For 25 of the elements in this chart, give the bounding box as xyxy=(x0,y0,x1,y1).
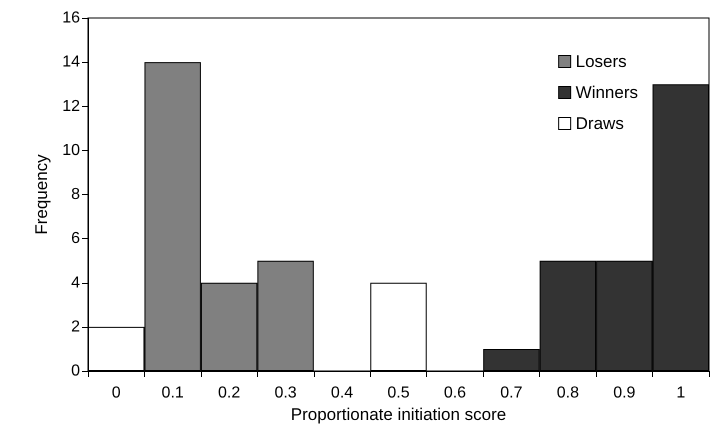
y-tick-label: 14 xyxy=(62,54,80,71)
x-tick-label: 0.3 xyxy=(274,384,297,402)
x-tick-label: 0.9 xyxy=(613,384,636,402)
y-tick-label: 6 xyxy=(71,230,80,248)
x-tick-label: 0.5 xyxy=(387,384,410,402)
x-tick-label: 0.7 xyxy=(500,384,523,402)
y-tick-label: 4 xyxy=(71,274,80,292)
y-tick-label: 2 xyxy=(71,318,80,336)
legend-label: Losers xyxy=(576,52,627,71)
x-axis-title: Proportionate initiation score xyxy=(290,404,506,424)
y-tick-label: 16 xyxy=(62,10,80,26)
x-tick-label: 0 xyxy=(112,384,121,402)
y-tick-label: 10 xyxy=(62,142,80,159)
y-tick-label: 8 xyxy=(71,186,80,203)
legend-label: Winners xyxy=(576,83,638,102)
x-tick-label: 0.8 xyxy=(556,384,580,402)
x-tick-label: 0.6 xyxy=(444,384,466,402)
y-tick-label: 12 xyxy=(62,98,80,115)
x-tick-label: 0.4 xyxy=(330,384,354,402)
legend-label: Draws xyxy=(576,114,624,133)
x-tick-label: 0.1 xyxy=(162,384,184,402)
y-axis-title: Frequency xyxy=(32,154,51,235)
x-tick-label: 0.2 xyxy=(218,384,240,402)
y-tick-label: 0 xyxy=(71,362,80,380)
x-tick-label: 1 xyxy=(676,384,686,402)
